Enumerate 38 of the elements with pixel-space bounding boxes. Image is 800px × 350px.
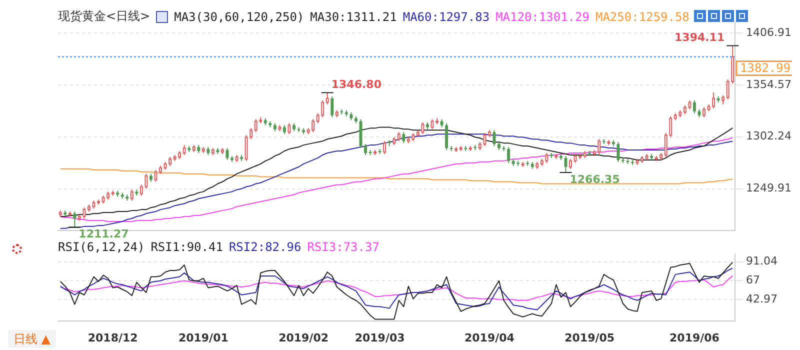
x-tick-label: 2019/04	[464, 331, 515, 344]
text: MA120:1301.29	[496, 10, 590, 24]
chart-title: 现货黄金<日线>	[58, 8, 150, 25]
x-tick-label: 2019/06	[670, 331, 720, 344]
ref-line-label: 1382.99	[740, 60, 791, 75]
x-tick-label: 2018/12	[88, 331, 138, 344]
text: MA60:1297.83	[402, 10, 490, 24]
candlestick	[402, 132, 406, 144]
legend-title: RSI(6,12,24)	[58, 240, 145, 254]
y-tick-label: 91.04	[746, 254, 778, 268]
annotation: 1394.11	[674, 31, 725, 44]
y-tick-label: 1354.57	[746, 78, 792, 91]
annotation: 1266.35	[570, 172, 620, 186]
legend-title: MA3(30,60,120,250)	[174, 10, 304, 24]
candlestick	[364, 144, 367, 156]
text: 日线 ▲	[8, 330, 56, 348]
y-tick-label: 1249.91	[746, 182, 792, 195]
candlestick	[693, 100, 696, 114]
y-tick-label: 1406.91	[746, 26, 792, 39]
x-tick-label: 2019/01	[178, 331, 228, 344]
annotation: 1211.27	[78, 228, 129, 241]
text: RSI2:82.96	[228, 240, 302, 254]
y-tick-label: 1302.24	[746, 130, 792, 143]
x-tick-label: 2019/05	[564, 331, 615, 344]
annotation: 1346.80	[331, 78, 382, 92]
series-label: RSI1:90.41	[150, 240, 223, 254]
candlestick	[73, 211, 76, 228]
candlestick	[616, 142, 620, 162]
y-tick-label: 67	[746, 274, 760, 287]
text: RSI3:73.37	[307, 240, 380, 254]
candlestick	[330, 96, 334, 118]
y-tick-label: 42.97	[746, 292, 778, 306]
text: MA30:1311.21	[310, 10, 397, 24]
text: MA250:1259.58	[595, 10, 690, 24]
candlestick	[507, 146, 510, 164]
x-tick-label: 2019/02	[278, 331, 329, 344]
candlestick	[445, 122, 448, 151]
x-tick-label: 2019/03	[354, 331, 405, 344]
